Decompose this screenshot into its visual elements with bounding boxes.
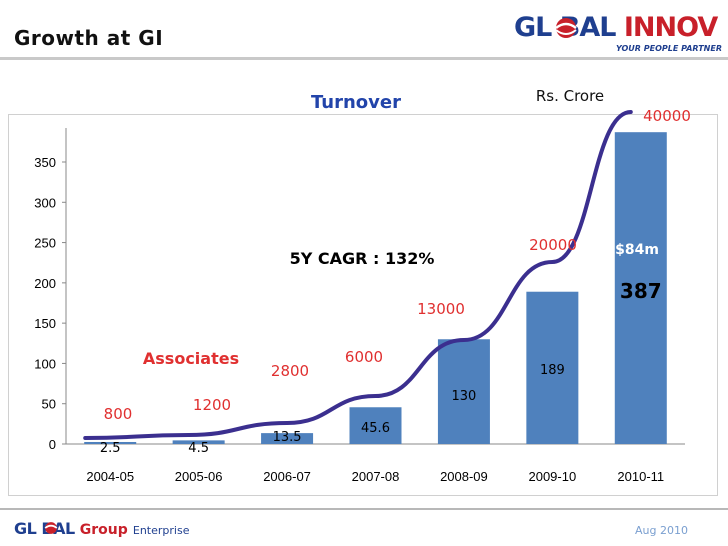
bar-value-label: 130 — [452, 389, 477, 404]
bar-value-label: 45.6 — [361, 421, 390, 436]
footer-logo: GL BAL Group Enterprise — [14, 519, 189, 538]
x-tick-label: 2006-07 — [263, 469, 311, 484]
footer-brand: GL BAL — [14, 519, 75, 538]
associates-value-label: 40000 — [643, 107, 691, 125]
bar-value-label: 387 — [620, 279, 662, 303]
bar — [437, 339, 490, 444]
bar — [614, 132, 667, 444]
footer-globe-icon — [44, 522, 58, 534]
y-tick-label: 100 — [34, 356, 56, 371]
associates-value-label: 2800 — [271, 362, 309, 380]
footer-group: Group — [79, 522, 128, 538]
bar — [349, 407, 402, 444]
bar — [84, 441, 137, 444]
associates-value-label: 800 — [104, 405, 133, 423]
x-tick-label: 2007-08 — [352, 469, 400, 484]
y-tick-label: 250 — [34, 236, 56, 251]
logo-innov-text: INNOV — [623, 12, 718, 43]
footer-enterprise: Enterprise — [132, 524, 190, 537]
associates-series-label: Associates — [143, 349, 239, 368]
x-tick-label: 2009-10 — [528, 469, 576, 484]
x-tick-label: 2010-11 — [617, 469, 664, 484]
bar — [526, 291, 579, 444]
y-tick-label: 150 — [34, 316, 56, 331]
bar — [261, 433, 314, 444]
x-tick-label: 2004-05 — [86, 469, 134, 484]
y-tick-label: 50 — [42, 397, 56, 412]
cagr-annotation: 5Y CAGR : 132% — [290, 249, 435, 268]
unit-label: Rs. Crore — [536, 87, 604, 105]
y-tick-label: 350 — [34, 155, 56, 170]
footer-date: Aug 2010 — [635, 524, 688, 537]
title-divider — [0, 57, 728, 60]
bar-value-label: 2.5 — [100, 441, 121, 456]
associates-line — [83, 110, 633, 440]
associates-value-label: 1200 — [193, 396, 231, 414]
y-tick-label: 300 — [34, 195, 56, 210]
associates-value-label: 13000 — [417, 300, 465, 318]
chart-frame — [8, 114, 718, 496]
y-tick-label: 200 — [34, 276, 56, 291]
footer-divider — [0, 508, 728, 510]
associates-value-label: 20000 — [529, 236, 577, 254]
chart-title: Turnover — [311, 92, 401, 113]
x-tick-label: 2005-06 — [175, 469, 223, 484]
x-tick-label: 2008-09 — [440, 469, 488, 484]
globe-icon — [555, 18, 577, 38]
logo-tagline: YOUR PEOPLE PARTNER — [616, 44, 722, 53]
bar-value-label: 13.5 — [273, 430, 302, 445]
bar — [172, 440, 225, 444]
bar-value-label: 4.5 — [188, 441, 209, 456]
global-innov-logo: GL BAL INNOV YOUR PEOPLE PARTNER — [514, 8, 728, 58]
y-tick-label: 0 — [49, 437, 56, 452]
bar-value-label: 189 — [540, 363, 565, 378]
slide-title: Growth at GI — [14, 26, 164, 50]
associates-value-label: 6000 — [345, 348, 383, 366]
usd-annotation: $84m — [615, 242, 659, 258]
